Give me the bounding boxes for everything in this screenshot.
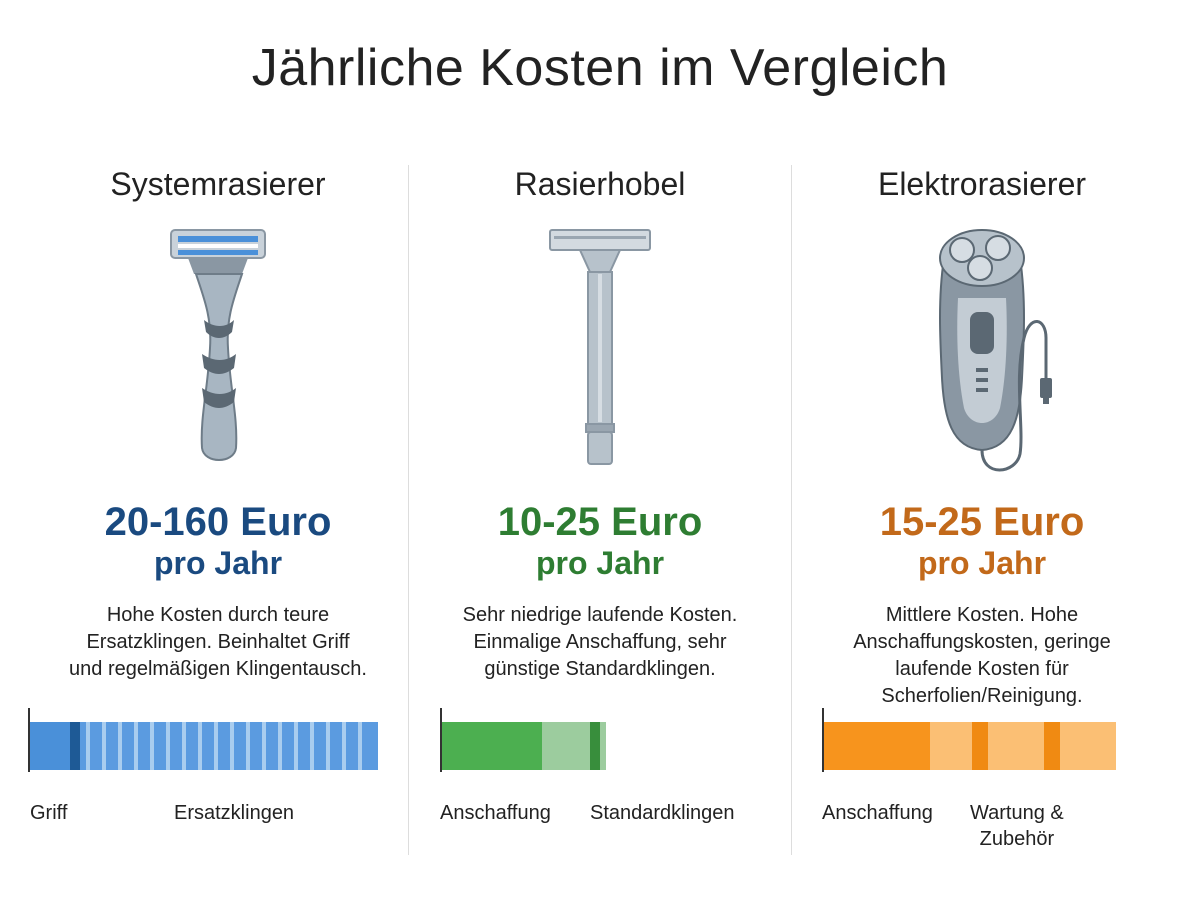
column-title: Systemrasierer xyxy=(110,166,326,202)
bar-stripe xyxy=(246,722,250,770)
bar-stripe xyxy=(182,722,186,770)
bar-axis xyxy=(822,708,824,772)
bar-segment-ersatzklingen xyxy=(80,722,378,770)
bar-stripe xyxy=(294,722,298,770)
cost-bar: Anschaffung Wartung & Zubehör xyxy=(822,708,1200,850)
description-line: Scherfolien/Reinigung. xyxy=(881,685,1083,707)
bar-segment-divider xyxy=(70,722,80,770)
bar-stripe xyxy=(230,722,234,770)
bar-stripe xyxy=(326,722,330,770)
bar-stripe xyxy=(134,722,138,770)
price-range: 10-25 Euro xyxy=(497,500,703,544)
page-title: Jährliche Kosten im Vergleich xyxy=(251,39,949,97)
description-line: Sehr niedrige laufende Kosten. xyxy=(462,604,738,626)
description-line: günstige Standardklingen. xyxy=(484,658,716,680)
price-range: 20-160 Euro xyxy=(104,500,332,544)
description-line: Mittlere Kosten. Hohe xyxy=(885,604,1079,626)
bar-stripe xyxy=(358,722,362,770)
bar-axis xyxy=(440,708,442,772)
electric-shaver-icon xyxy=(792,228,1172,478)
column-title: Elektrorasierer xyxy=(877,166,1087,202)
price-range: 15-25 Euro xyxy=(879,500,1085,544)
description: Hohe Kosten durch teure Ersatzklingen. B… xyxy=(28,602,408,683)
bar-axis xyxy=(28,708,30,772)
bar-label: Griff xyxy=(30,802,68,824)
bar-stripe xyxy=(150,722,154,770)
bar-label: Anschaffung xyxy=(440,802,551,824)
bar-segment-marker xyxy=(1044,722,1060,770)
bar-stripe xyxy=(214,722,218,770)
bar-stripe xyxy=(278,722,282,770)
bar-stripe xyxy=(342,722,346,770)
bar-stripe xyxy=(262,722,266,770)
bar-label: Anschaffung xyxy=(822,802,933,824)
safety-razor-icon xyxy=(410,228,790,478)
price-period: pro Jahr xyxy=(917,545,1047,581)
column-elektrorasierer: Elektrorasierer 15-25 Euro pro Jahr Mitt… xyxy=(792,160,1172,850)
description-line: Einmalige Anschaffung, sehr xyxy=(473,631,727,653)
bar-label: Ersatzklingen xyxy=(174,802,295,824)
bar-segment-griff xyxy=(30,722,70,770)
price-period: pro Jahr xyxy=(535,545,665,581)
price-period: pro Jahr xyxy=(153,545,283,581)
cost-bar: Griff Ersatzklingen xyxy=(28,708,408,838)
bar-stripe xyxy=(118,722,122,770)
cost-bar: Anschaffung Standardklingen xyxy=(440,708,820,838)
cartridge-razor-icon xyxy=(28,228,408,478)
description-line: und regelmäßigen Klingentausch. xyxy=(69,658,367,680)
bar-stripe xyxy=(310,722,314,770)
bar-segment-standardklingen xyxy=(600,722,606,770)
bar-label: Standardklingen xyxy=(590,802,735,824)
bar-segment-anschaffung xyxy=(824,722,930,770)
description-line: Anschaffungskosten, geringe xyxy=(853,631,1111,653)
column-divider xyxy=(791,165,792,855)
description-line: laufende Kosten für xyxy=(895,658,1069,680)
description-line: Hohe Kosten durch teure xyxy=(106,604,330,626)
bar-segment-standardklingen xyxy=(542,722,590,770)
column-rasierhobel: Rasierhobel 10-25 Euro pro Jahr Sehr nie… xyxy=(410,160,790,824)
column-systemrasierer: Systemrasierer 20-160 Euro pro Jahr Hohe… xyxy=(28,160,408,824)
bar-segment-anschaffung xyxy=(442,722,542,770)
bar-segment-wartung xyxy=(930,722,1116,770)
bar-stripe xyxy=(86,722,90,770)
bar-stripe xyxy=(102,722,106,770)
description: Mittlere Kosten. Hohe Anschaffungskosten… xyxy=(792,602,1172,710)
bar-segment-marker xyxy=(972,722,988,770)
bar-label: Wartung & Zubehör xyxy=(970,802,1064,850)
column-divider xyxy=(408,165,409,855)
column-title: Rasierhobel xyxy=(514,166,686,202)
bar-stripe xyxy=(166,722,170,770)
description-line: Ersatzklingen. Beinhaltet Griff xyxy=(86,631,350,653)
bar-segment-divider xyxy=(590,722,600,770)
description: Sehr niedrige laufende Kosten. Einmalige… xyxy=(410,602,790,683)
bar-stripe xyxy=(198,722,202,770)
